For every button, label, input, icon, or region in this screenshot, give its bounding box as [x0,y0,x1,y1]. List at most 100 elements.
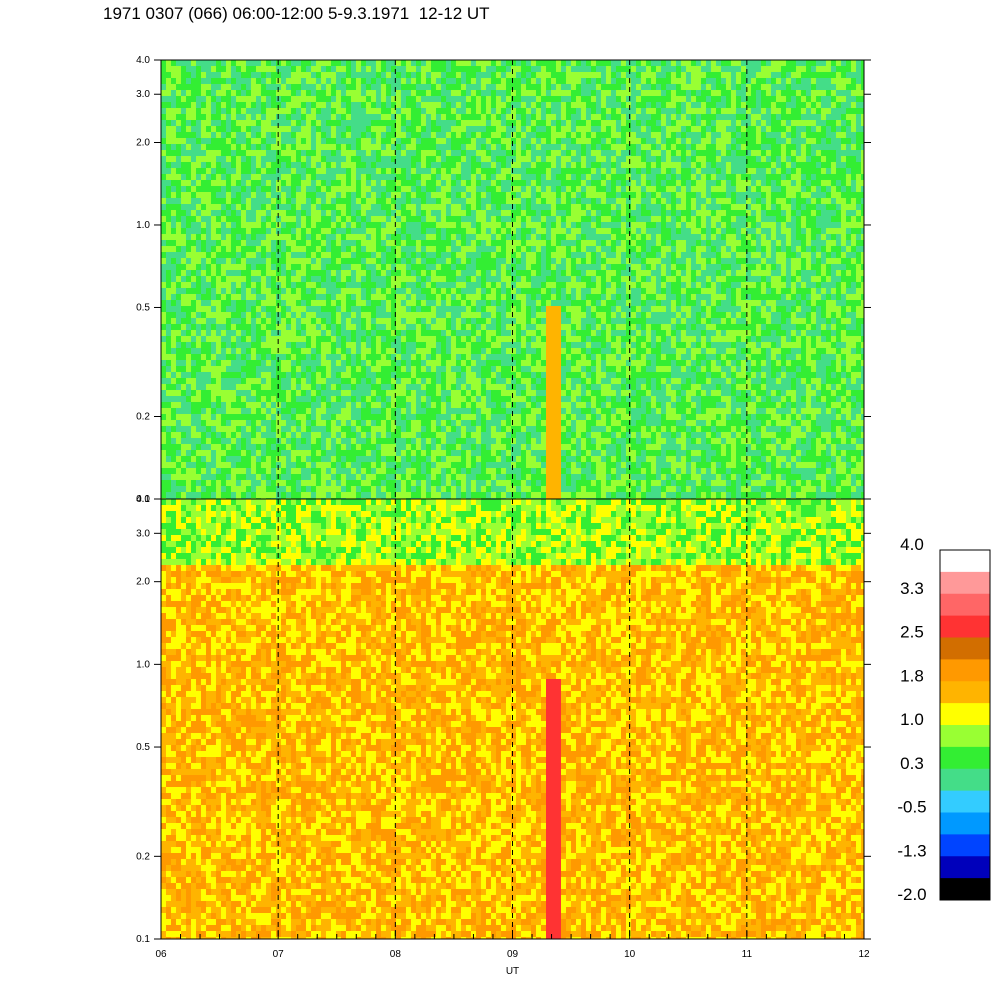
heatmap-cell [401,222,406,228]
heatmap-cell [291,78,296,84]
heatmap-cell [561,264,566,270]
heatmap-cell [711,204,716,210]
heatmap-cell [306,234,311,240]
heatmap-cell [236,60,241,66]
heatmap-cell [546,222,551,228]
heatmap-cell [181,156,186,162]
heatmap-cell [256,216,261,222]
heatmap-cell [566,192,571,198]
heatmap-cell [716,252,721,258]
heatmap-cell [421,210,426,216]
heatmap-cell [481,258,486,264]
heatmap-cell [216,120,221,126]
heatmap-cell [686,126,691,132]
heatmap-cell [361,204,366,210]
heatmap-cell [211,252,216,258]
heatmap-cell [721,192,726,198]
heatmap-cell [561,138,566,144]
heatmap-cell [261,60,266,66]
heatmap-cell [786,120,791,126]
heatmap-cell [311,252,316,258]
heatmap-cell [686,240,691,246]
heatmap-cell [401,270,406,276]
heatmap-cell [346,114,351,120]
heatmap-cell [266,216,271,222]
heatmap-cell [451,66,456,72]
heatmap-cell [421,150,426,156]
heatmap-cell [556,252,561,258]
heatmap-cell [751,84,756,90]
heatmap-cell [776,252,781,258]
heatmap-cell [691,90,696,96]
heatmap-cell [796,144,801,150]
heatmap-cell [606,114,611,120]
heatmap-cell [721,156,726,162]
heatmap-cell [231,234,236,240]
heatmap-cell [386,84,391,90]
heatmap-cell [196,138,201,144]
heatmap-cell [686,198,691,204]
heatmap-cell [311,180,316,186]
heatmap-cell [616,246,621,252]
heatmap-cell [171,102,176,108]
heatmap-cell [691,66,696,72]
heatmap-cell [681,132,686,138]
heatmap-cell [271,186,276,192]
heatmap-cell [366,168,371,174]
heatmap-cell [201,156,206,162]
heatmap-cell [336,114,341,120]
heatmap-cell [616,174,621,180]
heatmap-cell [351,120,356,126]
heatmap-cell [366,270,371,276]
heatmap-cell [711,216,716,222]
heatmap-cell [411,156,416,162]
heatmap-cell [256,90,261,96]
heatmap-cell [666,162,671,168]
heatmap-cell [816,180,821,186]
heatmap-cell [501,150,506,156]
heatmap-cell [406,252,411,258]
heatmap-cell [361,222,366,228]
heatmap-cell [181,96,186,102]
heatmap-cell [461,252,466,258]
heatmap-cell [766,240,771,246]
heatmap-cell [351,258,356,264]
heatmap-cell [576,258,581,264]
heatmap-cell [476,186,481,192]
heatmap-cell [171,240,176,246]
heatmap-cell [181,174,186,180]
heatmap-cell [466,222,471,228]
heatmap-cell [496,210,501,216]
heatmap-cell [501,174,506,180]
heatmap-cell [426,252,431,258]
heatmap-cell [826,240,831,246]
heatmap-cell [801,234,806,240]
heatmap-cell [426,264,431,270]
heatmap-cell [396,258,401,264]
heatmap-cell [336,78,341,84]
heatmap-cell [196,102,201,108]
heatmap-cell [306,108,311,114]
heatmap-cell [521,240,526,246]
heatmap-cell [611,216,616,222]
heatmap-cell [586,204,591,210]
heatmap-cell [536,168,541,174]
heatmap-cell [411,108,416,114]
heatmap-cell [421,174,426,180]
heatmap-cell [381,180,386,186]
heatmap-cell [671,162,676,168]
heatmap-cell [411,264,416,270]
heatmap-cell [851,246,856,252]
heatmap-cell [191,102,196,108]
heatmap-cell [461,210,466,216]
heatmap-cell [641,258,646,264]
heatmap-cell [711,264,716,270]
heatmap-cell [591,96,596,102]
heatmap-cell [291,102,296,108]
heatmap-cell [631,180,636,186]
heatmap-cell [406,84,411,90]
heatmap-cell [826,222,831,228]
heatmap-cell [671,180,676,186]
heatmap-cell [471,240,476,246]
heatmap-cell [201,60,206,66]
